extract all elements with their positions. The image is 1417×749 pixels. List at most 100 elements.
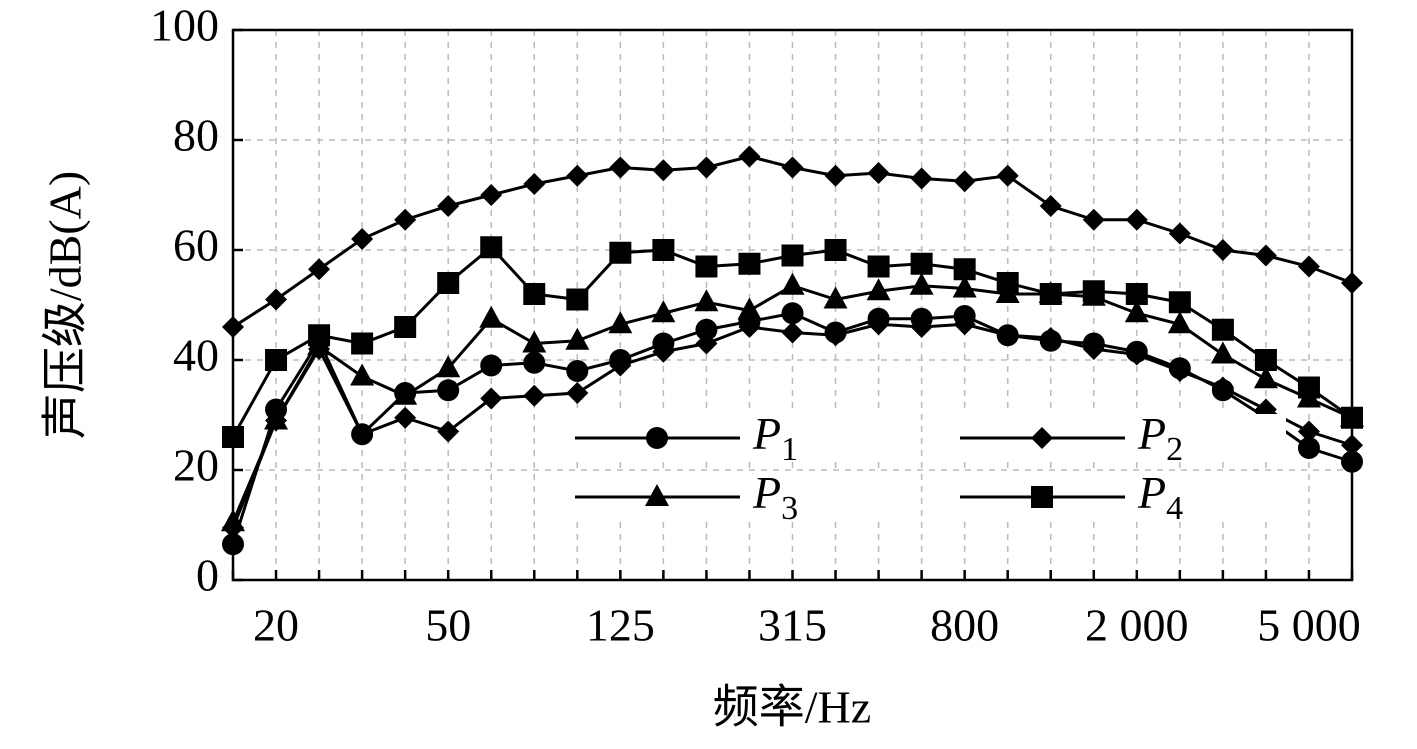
point (910, 167, 933, 190)
point (1211, 318, 1234, 341)
point (996, 164, 1019, 187)
point (781, 302, 804, 325)
point (522, 330, 547, 353)
point (866, 278, 891, 301)
point (953, 170, 976, 193)
point (566, 382, 589, 404)
legend-marker (646, 427, 668, 449)
point (222, 316, 244, 338)
legend-marker (1031, 486, 1053, 508)
point (1082, 280, 1105, 303)
point (308, 338, 331, 360)
point (738, 252, 761, 275)
point (737, 297, 762, 320)
point (996, 272, 1019, 294)
x-tick-label: 315 (758, 600, 827, 651)
point (1341, 272, 1363, 294)
point (609, 241, 632, 264)
point (867, 313, 890, 336)
point (609, 354, 632, 377)
point (1297, 437, 1320, 459)
legend-marker (1031, 427, 1053, 449)
point (566, 288, 589, 311)
point (523, 351, 546, 374)
point (781, 321, 804, 344)
point (1082, 208, 1105, 231)
point (1253, 366, 1278, 389)
point (695, 156, 718, 179)
point (523, 283, 546, 305)
point (651, 300, 676, 323)
point (867, 255, 890, 278)
point (1125, 208, 1148, 231)
point (1297, 376, 1320, 399)
point (1254, 244, 1277, 267)
point (910, 316, 933, 338)
point (351, 228, 374, 250)
legend-marker (645, 484, 669, 506)
point (824, 239, 847, 261)
x-tick-label: 20 (253, 600, 299, 651)
point (1254, 349, 1277, 371)
point (652, 340, 675, 363)
point (1297, 420, 1320, 443)
legend-label: P2 (1137, 408, 1183, 468)
point (652, 239, 675, 261)
point (738, 316, 761, 338)
point (781, 244, 804, 267)
point (393, 382, 418, 405)
legend-label: P3 (752, 467, 798, 527)
point (351, 423, 374, 446)
point (566, 360, 589, 382)
x-tick-label: 800 (930, 600, 999, 651)
point (1168, 360, 1191, 382)
point (480, 184, 503, 206)
point (351, 332, 374, 355)
point (566, 164, 589, 187)
point (480, 236, 503, 259)
point (1039, 195, 1062, 217)
point (738, 145, 761, 168)
point (394, 406, 417, 429)
point (1168, 291, 1191, 314)
point (523, 384, 546, 407)
point (222, 426, 244, 448)
point (437, 272, 460, 294)
point (265, 288, 288, 311)
point (1210, 341, 1235, 364)
point (781, 156, 804, 179)
point (1297, 255, 1320, 278)
point (308, 324, 331, 347)
point (437, 195, 460, 217)
point (695, 255, 718, 278)
point (436, 355, 461, 378)
point (1039, 327, 1062, 349)
point (695, 318, 718, 341)
point (652, 159, 675, 182)
point (1211, 376, 1234, 399)
legend-label: P4 (1137, 467, 1183, 527)
point (480, 387, 503, 410)
y-tick-label: 60 (173, 220, 219, 271)
x-tick-label: 2 000 (1085, 600, 1189, 651)
x-tick-label: 5 000 (1257, 600, 1361, 651)
point (394, 316, 417, 338)
point (1168, 222, 1191, 245)
point (265, 409, 288, 432)
y-tick-label: 20 (173, 440, 219, 491)
point (953, 258, 976, 281)
x-tick-label: 125 (586, 600, 655, 651)
point (479, 305, 504, 328)
point (1082, 338, 1105, 360)
point (1211, 239, 1234, 261)
point (695, 332, 718, 355)
point (1125, 343, 1148, 366)
point (350, 363, 375, 386)
point (694, 289, 719, 312)
point (1167, 311, 1192, 334)
point (867, 162, 890, 184)
point (1341, 406, 1363, 429)
point (437, 379, 460, 402)
y-tick-label: 80 (173, 110, 219, 161)
